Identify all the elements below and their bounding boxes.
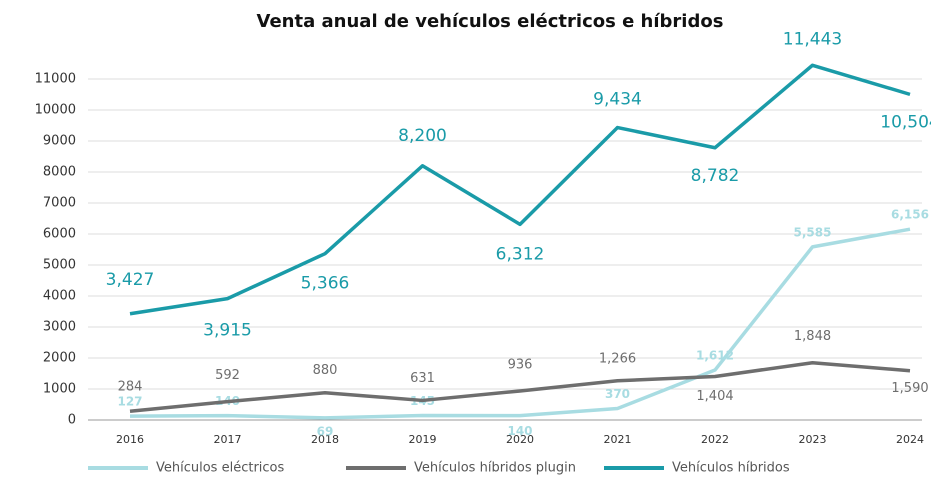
y-tick-label: 1000 bbox=[43, 382, 76, 397]
data-label: 284 bbox=[118, 380, 143, 395]
data-label: 5,366 bbox=[301, 274, 350, 294]
data-label: 592 bbox=[215, 368, 240, 383]
data-label: 3,427 bbox=[106, 270, 155, 290]
y-tick-label: 10000 bbox=[35, 103, 76, 118]
legend-label: Vehículos híbridos bbox=[672, 461, 790, 476]
series-line bbox=[129, 360, 911, 413]
x-tick-label: 2022 bbox=[701, 433, 729, 446]
data-label: 140 bbox=[507, 424, 532, 438]
y-tick-label: 0 bbox=[68, 413, 76, 428]
series-line bbox=[129, 227, 911, 420]
x-tick-label: 2017 bbox=[214, 433, 242, 446]
y-tick-label: 9000 bbox=[43, 134, 76, 149]
y-tick-label: 4000 bbox=[43, 289, 76, 304]
series-line bbox=[129, 63, 911, 316]
data-label: 6,156 bbox=[891, 208, 929, 222]
data-label: 10,504 bbox=[880, 112, 931, 132]
y-tick-label: 5000 bbox=[43, 258, 76, 273]
y-tick-label: 11000 bbox=[35, 72, 76, 87]
x-tick-label: 2024 bbox=[896, 433, 924, 446]
data-label: 8,782 bbox=[691, 166, 740, 186]
data-label: 1,590 bbox=[891, 381, 928, 396]
y-tick-label: 6000 bbox=[43, 227, 76, 242]
legend-label: Vehículos híbridos plugin bbox=[414, 461, 576, 476]
data-label: 1,848 bbox=[794, 329, 831, 344]
data-label: 936 bbox=[508, 357, 533, 372]
data-label: 8,200 bbox=[398, 126, 447, 146]
data-label: 127 bbox=[117, 395, 142, 409]
x-tick-label: 2019 bbox=[409, 433, 437, 446]
legend-label: Vehículos eléctricos bbox=[156, 461, 285, 476]
data-label: 880 bbox=[313, 363, 338, 378]
data-label: 631 bbox=[410, 371, 435, 386]
data-label: 370 bbox=[605, 387, 630, 401]
x-tick-label: 2018 bbox=[311, 433, 339, 446]
x-tick-label: 2020 bbox=[506, 433, 534, 446]
x-tick-label: 2021 bbox=[604, 433, 632, 446]
x-tick-label: 2023 bbox=[799, 433, 827, 446]
data-label: 5,585 bbox=[794, 225, 832, 239]
y-tick-label: 2000 bbox=[43, 351, 76, 366]
chart-title: Venta anual de vehículos eléctricos e hí… bbox=[257, 11, 724, 32]
data-label: 1,404 bbox=[696, 389, 733, 404]
data-label: 1,266 bbox=[599, 351, 636, 366]
data-label: 69 bbox=[317, 424, 334, 438]
data-label: 1,612 bbox=[696, 349, 734, 363]
data-label: 6,312 bbox=[496, 244, 545, 264]
y-tick-label: 8000 bbox=[43, 165, 76, 180]
y-tick-label: 7000 bbox=[43, 196, 76, 211]
data-label: 9,434 bbox=[593, 90, 642, 110]
data-label: 3,915 bbox=[203, 321, 252, 341]
y-tick-label: 3000 bbox=[43, 320, 76, 335]
data-label: 11,443 bbox=[783, 29, 842, 49]
x-tick-label: 2016 bbox=[116, 433, 144, 446]
